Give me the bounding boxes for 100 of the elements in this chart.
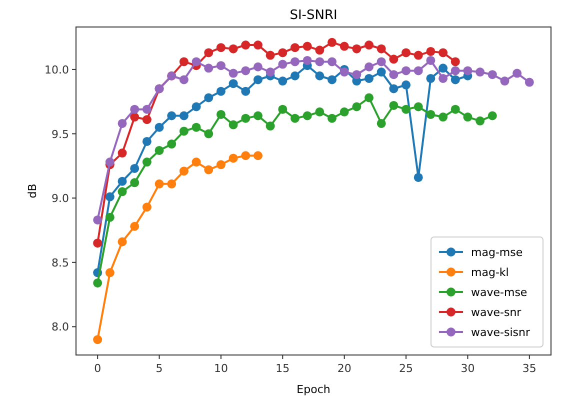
point [376, 57, 386, 66]
point [167, 140, 176, 149]
point [253, 151, 262, 160]
point [512, 68, 522, 78]
y-tick-label: 10.0 [44, 63, 69, 76]
point [167, 111, 176, 120]
point [290, 71, 300, 80]
point [142, 104, 152, 114]
legend-label: wave-mse [471, 286, 528, 299]
point [315, 107, 324, 116]
point [154, 179, 164, 188]
point [328, 75, 337, 84]
point [266, 50, 275, 60]
point [376, 44, 386, 54]
point [389, 70, 398, 80]
y-tick-label: 8.5 [52, 256, 69, 270]
point [402, 48, 411, 58]
point [450, 75, 460, 84]
point [463, 66, 472, 76]
point [105, 212, 114, 222]
x-tick-label: 10 [214, 362, 228, 375]
point [228, 120, 238, 130]
point [93, 238, 102, 248]
point [328, 38, 337, 47]
point [340, 68, 349, 77]
x-axis-title: Epoch [296, 383, 330, 396]
point [105, 192, 114, 202]
point [118, 148, 127, 158]
point [142, 202, 152, 212]
point [130, 104, 140, 114]
point [290, 43, 300, 52]
point [476, 116, 485, 126]
point [450, 104, 460, 114]
point [364, 74, 374, 83]
point [179, 166, 188, 176]
point [179, 75, 188, 84]
y-tick-label: 8.0 [52, 320, 69, 334]
chart-title: SI-SNRI [290, 8, 338, 23]
point [389, 84, 398, 94]
point [488, 70, 497, 80]
point [241, 114, 250, 123]
point [402, 104, 411, 114]
point [216, 110, 226, 119]
point [179, 126, 188, 136]
point [118, 187, 127, 196]
point [290, 114, 300, 123]
point [364, 62, 374, 72]
point [204, 93, 214, 102]
point [93, 335, 102, 344]
point [253, 111, 262, 120]
point [389, 54, 398, 64]
x-tick-label: 20 [337, 362, 352, 375]
point [500, 76, 510, 86]
point [241, 40, 250, 50]
point [216, 160, 226, 170]
point [414, 172, 423, 182]
legend-label: mag-kl [471, 266, 509, 279]
point [340, 107, 349, 116]
point [192, 57, 201, 66]
point [376, 118, 386, 128]
point [105, 158, 114, 167]
point [426, 110, 436, 119]
point [524, 78, 534, 87]
point [414, 66, 423, 76]
x-tick-label: 25 [399, 362, 414, 375]
y-axis-title: dB [26, 184, 39, 198]
point [216, 61, 226, 70]
point [414, 50, 423, 60]
point [352, 44, 362, 54]
point [426, 74, 436, 83]
x-tick-label: 0 [94, 362, 102, 375]
point [315, 71, 324, 80]
point [179, 57, 188, 66]
point [130, 222, 140, 231]
x-tick-label: 15 [276, 362, 290, 375]
point [352, 102, 362, 112]
point [266, 68, 275, 77]
point [278, 76, 288, 86]
x-tick-label: 35 [522, 362, 536, 375]
point [463, 112, 472, 122]
point [118, 176, 127, 186]
point [253, 75, 262, 84]
point [192, 122, 201, 132]
point [142, 136, 152, 146]
point [302, 42, 312, 51]
point [266, 122, 275, 131]
point [438, 64, 448, 73]
point [142, 158, 152, 167]
point [253, 62, 262, 72]
point [438, 112, 448, 122]
point [402, 80, 411, 90]
legend-label: wave-snr [471, 306, 522, 319]
point [389, 100, 398, 110]
point [364, 93, 374, 102]
point [290, 57, 300, 66]
point [216, 43, 226, 52]
point [278, 104, 288, 114]
point [476, 68, 485, 77]
point [364, 40, 374, 50]
point [228, 68, 238, 78]
